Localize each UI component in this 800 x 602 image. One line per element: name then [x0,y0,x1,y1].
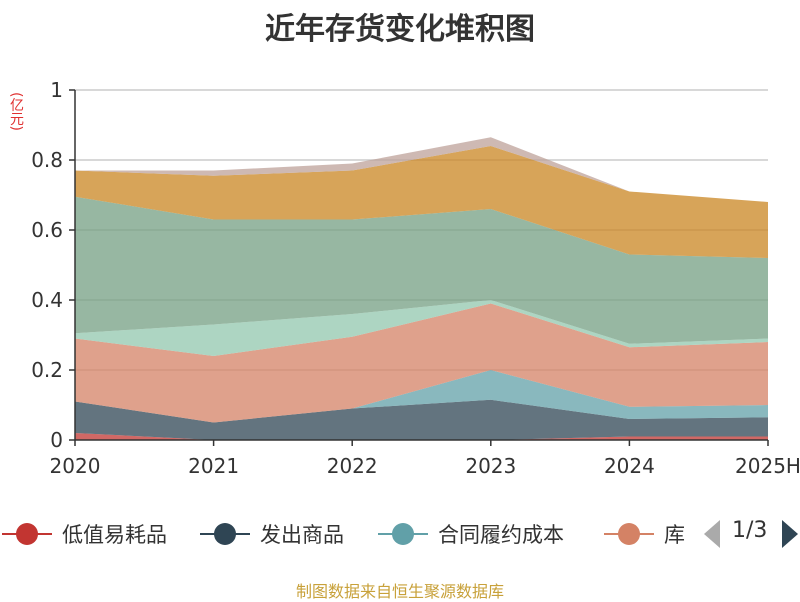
legend-label: 库 [664,523,685,547]
legend-prev-icon[interactable] [704,520,720,548]
legend-page-indicator: 1/3 [732,518,768,543]
y-tick-label: 0.6 [31,218,63,242]
stacked-areas [75,137,768,440]
x-tick-label: 2022 [327,454,378,478]
area-series-6[interactable] [75,146,768,258]
y-tick-label: 0 [50,428,63,452]
legend-marker-icon [378,522,428,546]
y-tick-label: 0.2 [31,358,63,382]
area-series-1[interactable] [75,399,768,440]
legend-pager: 1/3 [700,512,800,556]
legend-item[interactable]: 合同履约成本 [378,512,564,556]
legend-marker-icon [200,522,250,546]
legend: 低值易耗品 发出商品 合同履约成本 库 1/3 [0,512,800,556]
y-axis-unit: (亿元) [8,92,24,131]
data-source-note: 制图数据来自恒生聚源数据库 [295,582,504,601]
y-tick-label: 0.8 [31,148,63,172]
legend-next-icon[interactable] [782,520,798,548]
legend-items: 低值易耗品 发出商品 合同履约成本 库 [0,512,685,556]
area-series-5[interactable] [75,196,768,344]
legend-item[interactable]: 发出商品 [200,512,344,556]
area-series-4[interactable] [75,300,768,356]
x-tick-label: 2020 [50,454,101,478]
area-series-2[interactable] [75,370,768,423]
x-tick-label: 2021 [188,454,239,478]
y-tick-label: 0.4 [31,288,63,312]
legend-item[interactable]: 库 [604,512,685,556]
x-tick-label: 2024 [604,454,655,478]
legend-label: 发出商品 [260,523,344,547]
x-tick-label: 2023 [465,454,516,478]
legend-label: 低值易耗品 [62,523,167,547]
area-series-0[interactable] [75,433,768,440]
area-series-3[interactable] [75,303,768,423]
axes [69,89,769,446]
legend-item[interactable]: 低值易耗品 [2,512,167,556]
legend-marker-icon [2,522,52,546]
legend-marker-icon [604,522,654,546]
chart-title: 近年存货变化堆积图 [265,12,535,47]
legend-label: 合同履约成本 [438,523,564,547]
y-tick-label: 1 [50,78,63,102]
x-tick-label: 2025H [735,454,800,478]
tick-labels: 0 0.2 0.4 0.6 0.8 1 2020 2021 2022 2023 2024 2025H [31,78,800,478]
